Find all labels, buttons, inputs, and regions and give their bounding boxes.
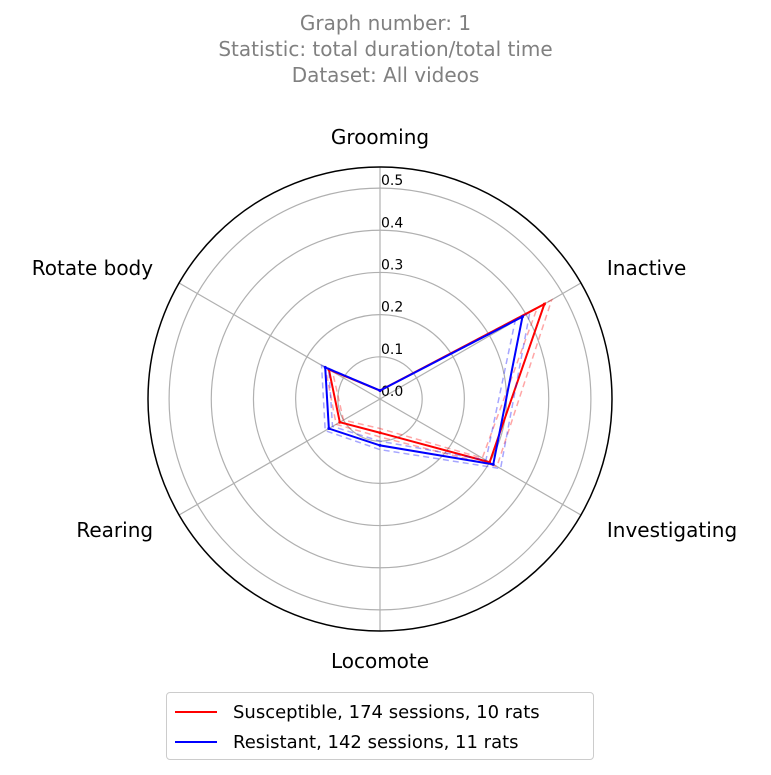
r-tick-label-0: 0.0 xyxy=(381,384,403,400)
legend-swatch-resistant xyxy=(175,741,217,743)
legend-label-resistant: Resistant, 142 sessions, 11 rats xyxy=(233,731,519,753)
r-tick-label-1: 0.1 xyxy=(381,342,403,358)
axis-label-locomote: Locomote xyxy=(331,649,429,673)
data-point-resistant-2 xyxy=(491,462,495,466)
legend: Susceptible, 174 sessions, 10 rats Resis… xyxy=(166,692,594,760)
axis-label-rearing: Rearing xyxy=(76,518,153,542)
r-tick-label-3: 0.3 xyxy=(381,257,403,273)
data-point-resistant-4 xyxy=(327,427,331,431)
data-point-resistant-1 xyxy=(520,315,524,319)
series-resistant-band-low xyxy=(328,319,517,462)
axis-label-inactive: Inactive xyxy=(607,256,686,280)
grid-spoke-2 xyxy=(379,398,582,516)
data-point-resistant-5 xyxy=(323,365,327,369)
grid-spoke-1 xyxy=(379,282,582,400)
polar-frame xyxy=(147,166,613,632)
title-line-3: Dataset: All videos xyxy=(291,63,480,87)
axis-label-grooming: Grooming xyxy=(331,125,429,149)
title-line-1: Graph number: 1 xyxy=(299,11,472,35)
legend-entry-resistant: Resistant, 142 sessions, 11 rats xyxy=(167,727,519,757)
series-line-resistant xyxy=(324,314,524,466)
data-point-susceptible-1 xyxy=(542,302,546,306)
legend-swatch-susceptible xyxy=(175,711,217,713)
legend-entry-susceptible: Susceptible, 174 sessions, 10 rats xyxy=(167,697,540,727)
axis-label-investigating: Investigating xyxy=(607,518,737,542)
series-resistant-band-high xyxy=(320,311,531,470)
r-tick-label-4: 0.4 xyxy=(381,215,403,231)
title-line-2: Statistic: total duration/total time xyxy=(218,37,553,61)
r-tick-label-2: 0.2 xyxy=(381,300,403,316)
data-point-susceptible-3 xyxy=(378,431,382,435)
axis-label-rotate-body: Rotate body xyxy=(32,256,153,280)
data-point-susceptible-4 xyxy=(338,420,342,424)
data-point-resistant-0 xyxy=(378,389,382,393)
chart-title: Graph number: 1 Statistic: total duratio… xyxy=(0,10,771,88)
grid-spoke-4 xyxy=(178,398,381,516)
r-tick-label-5: 0.5 xyxy=(381,173,403,189)
grid-spoke-5 xyxy=(178,282,381,400)
legend-label-susceptible: Susceptible, 174 sessions, 10 rats xyxy=(233,701,540,723)
data-point-resistant-3 xyxy=(378,443,382,447)
